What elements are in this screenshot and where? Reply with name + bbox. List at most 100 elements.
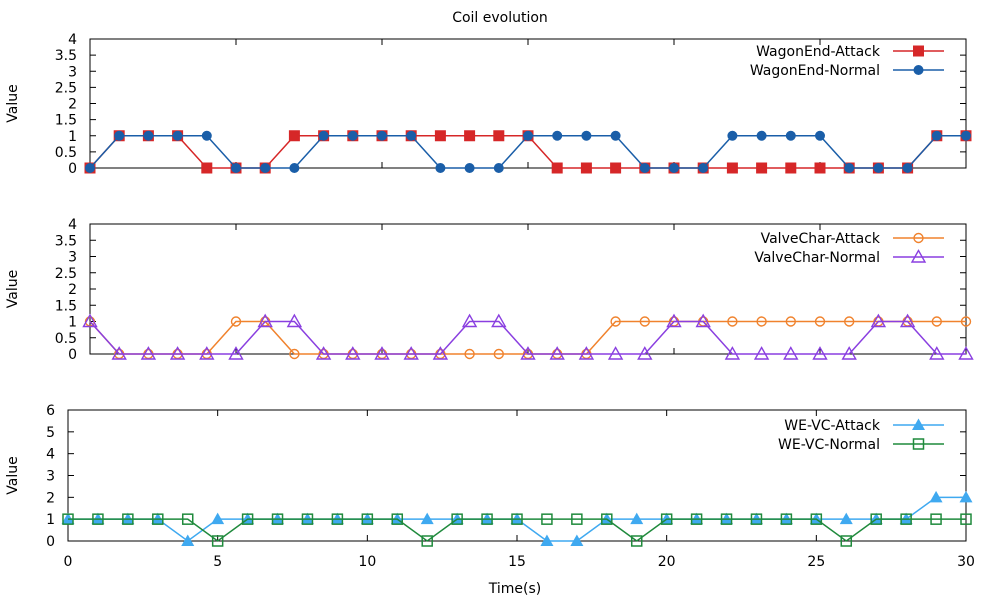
data-point [870, 513, 882, 525]
data-point [85, 163, 95, 173]
data-point [464, 348, 475, 360]
data-point [289, 163, 300, 173]
chart-panel-3: 0 1 2 3 4 5 6 0 5 10 15 20 25 30 Value WE-VC-Attack WE-V… [5, 403, 975, 570]
data-point [493, 348, 504, 360]
x-tick-label: 0 [64, 554, 73, 570]
y-tick-label: 4 [68, 217, 77, 233]
data-point [286, 313, 303, 328]
data-point [839, 512, 853, 525]
chart-panel-1: 00.511.522.533.54 Value WagonEnd-Attack Wag… [5, 32, 972, 177]
data-point [92, 513, 104, 525]
data-point [260, 163, 271, 173]
series-WE-VC-Normal [62, 513, 972, 547]
data-point [231, 163, 241, 173]
data-point [114, 130, 125, 141]
data-point [639, 316, 650, 327]
data-point [666, 313, 682, 328]
data-point [690, 513, 703, 525]
data-point [756, 130, 767, 141]
data-point [199, 346, 215, 360]
data-point [552, 130, 563, 141]
data-point [201, 130, 212, 141]
data-point [481, 513, 493, 525]
y-tick-label: 3 [46, 469, 55, 485]
data-point [724, 346, 741, 360]
series-line [89, 320, 966, 355]
x-axis-label: Time(s) [488, 581, 541, 597]
series-line [68, 518, 966, 542]
data-point [111, 346, 127, 360]
x-tick-label: 20 [658, 554, 676, 570]
data-point [785, 130, 796, 141]
data-point [610, 162, 622, 174]
data-point [345, 346, 361, 360]
legend-marker [913, 232, 924, 244]
data-point [434, 130, 446, 142]
y-tick-label: 4 [68, 32, 77, 48]
data-point [607, 346, 624, 360]
data-point [315, 346, 332, 360]
data-point [844, 316, 855, 327]
data-point [815, 130, 825, 141]
data-point [785, 316, 796, 327]
legend-label: ValveChar-Normal [754, 250, 880, 266]
y-tick-label: 3 [68, 250, 77, 266]
data-point [464, 163, 475, 173]
y-axis-label: Value [5, 270, 21, 308]
data-point [814, 316, 826, 327]
data-point [783, 346, 799, 360]
data-point [902, 163, 913, 173]
data-point [432, 346, 449, 360]
legend-marker [912, 438, 925, 450]
data-point [347, 130, 358, 141]
x-tick-label: 5 [213, 554, 222, 570]
data-point [720, 513, 733, 525]
legend-marker [913, 65, 924, 75]
data-point [601, 513, 613, 525]
data-point [570, 534, 584, 546]
y-tick-label: 1.5 [55, 298, 77, 314]
y-tick-label: 0.5 [55, 145, 77, 161]
y-tick-label: 1 [68, 129, 77, 145]
data-point [870, 313, 887, 328]
data-point [491, 313, 507, 328]
chart-title: Coil evolution [452, 10, 548, 26]
y-tick-label: 0.5 [55, 331, 77, 347]
series-ValveChar-Normal [82, 313, 974, 360]
data-point [152, 513, 164, 525]
data-point [403, 346, 419, 360]
data-point [780, 513, 793, 525]
data-point [960, 513, 972, 525]
y-tick-label: 0 [68, 161, 77, 177]
data-point [929, 346, 945, 360]
data-point [812, 346, 828, 360]
data-point [143, 130, 154, 141]
y-tick-label: 4 [46, 447, 55, 463]
data-point [931, 130, 942, 141]
data-point [630, 535, 643, 547]
y-tick-label: 1.5 [55, 113, 77, 129]
legend-marker [910, 249, 927, 263]
data-point [814, 162, 826, 174]
data-point [610, 316, 621, 327]
data-point [228, 346, 244, 360]
data-point [750, 513, 763, 525]
legend-label: WagonEnd-Normal [750, 63, 880, 79]
data-point [211, 535, 224, 547]
data-point [930, 513, 942, 525]
y-tick-label: 2 [68, 282, 77, 298]
y-tick-label: 6 [46, 403, 55, 419]
y-tick-label: 1 [46, 512, 55, 528]
data-point [421, 535, 433, 547]
legend-marker [912, 418, 925, 430]
data-point [201, 162, 213, 174]
data-point [756, 162, 768, 174]
data-point [289, 348, 300, 360]
data-point [122, 513, 134, 525]
data-point [810, 513, 823, 525]
data-point [580, 162, 592, 174]
data-point [841, 346, 857, 360]
data-point [844, 163, 855, 173]
data-point [230, 316, 242, 327]
data-point [520, 346, 536, 360]
